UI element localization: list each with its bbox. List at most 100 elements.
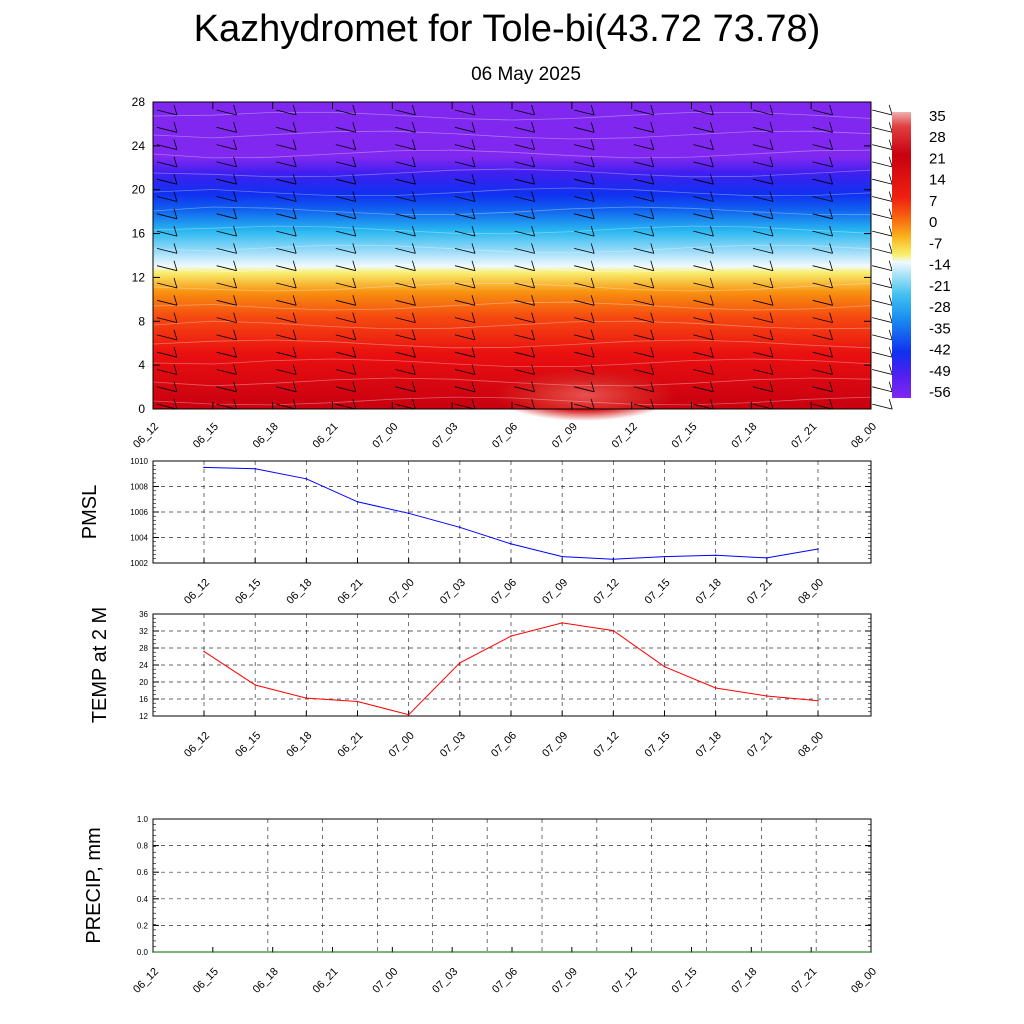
page-subtitle: 06 May 2025 [471,64,581,85]
data-point [561,622,563,624]
wind-barb [633,191,655,202]
wind-barb [752,329,774,341]
colorbar-tick-label: -56 [929,384,951,401]
data-point [459,662,461,664]
x-tick-label: 07_09 [550,966,580,996]
wind-barb [395,329,416,341]
data-point [407,512,410,515]
wind-barb [752,295,774,306]
x-tick-label: 07_06 [489,577,519,607]
x-tick-label: 06_12 [131,966,161,996]
wind-barb [574,381,595,393]
wind-barb [633,208,655,220]
wind-barb [812,381,833,393]
wind-barb [752,156,774,168]
wind-barb [276,329,297,341]
heatmap-x-tick-label: 07_03 [430,421,460,451]
wind-barb [335,243,357,254]
wind-barb [574,191,595,202]
wind-barb [693,104,714,116]
heatmap-x-tick-label: 07_06 [490,421,520,451]
x-tick-label: 06_15 [191,966,221,996]
wind-barb [752,208,774,220]
x-tick-label: 07_21 [745,730,775,760]
wind-barb [335,381,357,393]
wind-barb [872,329,893,341]
wind-barb [395,398,416,410]
y-tick-label: 24 [139,661,148,670]
wind-barb [156,243,178,254]
y-tick-label: 16 [139,695,148,704]
wind-barb [395,174,416,185]
wind-barb [276,398,297,410]
data-point [750,951,753,953]
wind-barb [812,312,833,323]
wind-barb [872,364,893,375]
x-tick-label: 06_12 [182,577,212,607]
wind-barb [216,225,237,237]
wind-barb [693,156,714,168]
wind-barb [454,329,476,341]
data-point [331,951,334,953]
wind-barb [335,139,357,150]
heatmap-y-tick-label: 24 [132,139,146,153]
data-point [612,629,615,632]
x-tick-label: 07_18 [694,577,724,607]
wind-barb [276,139,297,150]
wind-barb [454,122,476,133]
wind-barb [335,347,357,358]
wind-barb [574,208,595,220]
wind-barb [693,122,714,133]
heatmap-contour-line [152,244,872,254]
wind-barb [156,398,178,410]
page-title: Kazhydromet for Tole-bi(43.72 73.78) [193,8,821,50]
data-point [561,555,563,558]
wind-barb [454,243,476,254]
wind-barb [812,347,833,358]
data-point [690,951,693,953]
wind-barb [216,122,237,133]
line-panel-1: 1002 1004 1006 1008 1010 06_12 06_15 06_18 06_21… [79,457,872,607]
heatmap-contour-line [152,358,872,367]
wind-barb [216,277,237,289]
wind-barb [395,381,416,393]
wind-barb [395,225,416,237]
wind-barb [514,208,535,220]
wind-barb [276,122,297,133]
wind-barb [156,139,178,150]
wind-barb [454,174,476,185]
wind-barb [276,260,297,272]
colorbar-tick-label: 28 [929,129,946,146]
wind-barb [335,329,357,341]
wind-barb [574,364,595,375]
data-point [817,699,819,702]
wind-barb [276,295,297,306]
wind-barb [514,295,535,306]
x-tick-label: 07_18 [729,966,759,996]
wind-barb [395,295,416,306]
wind-barbs [156,104,893,410]
x-tick-label: 07_06 [490,966,520,996]
wind-barb [395,156,416,168]
wind-barb [693,398,714,410]
line-panels: 1002 1004 1006 1008 1010 06_12 06_15 06_18 06_21… [79,457,879,996]
wind-barb [514,243,535,254]
panel-frame [152,613,872,717]
wind-barb [872,225,893,237]
wind-barb [514,191,535,202]
heatmap-y-tick-label: 28 [132,95,146,109]
heatmap-y-tick-label: 0 [138,402,145,416]
wind-barb [872,260,893,272]
colorbar-tick-label: -7 [929,235,942,252]
x-tick-label: 07_15 [643,577,673,607]
data-point [407,713,410,716]
wind-barb [454,398,476,410]
colorbar-tick-label: -21 [929,278,951,295]
wind-barb [693,312,714,323]
wind-barb [633,174,655,185]
x-tick-label: 07_21 [789,966,819,996]
wind-barb [812,156,833,168]
wind-barb [872,347,893,358]
x-tick-label: 06_18 [251,966,281,996]
